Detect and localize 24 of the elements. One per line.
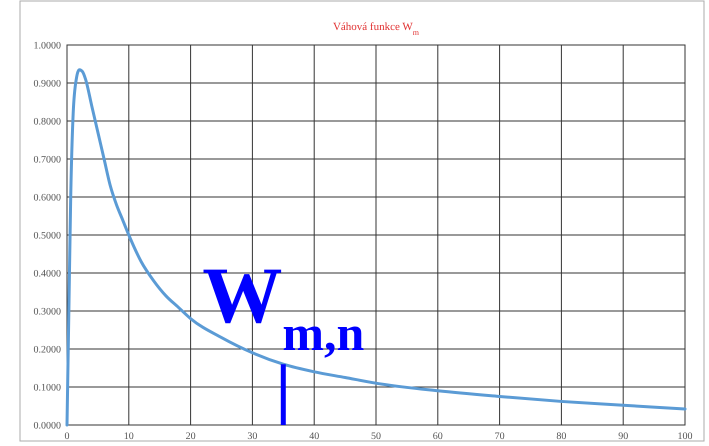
y-tick-label: 0.7000: [34, 154, 61, 166]
x-tick-label: 60: [432, 431, 443, 442]
y-tick-label: 0.9000: [34, 78, 61, 90]
y-tick-label: 0.3000: [34, 306, 61, 318]
x-tick-label: 90: [618, 431, 628, 442]
x-tick-label: 80: [556, 431, 566, 442]
y-tick-label: 1.0000: [34, 40, 61, 52]
chart-title: Váhová funkce W$_{m}$: [332, 21, 420, 36]
x-tick-label: 20: [186, 431, 196, 442]
y-tick-label: 0.1000: [34, 382, 61, 394]
y-tick-label: 0.4000: [34, 268, 61, 280]
x-tick-label: 30: [247, 431, 258, 442]
y-tick-label: 0.0000: [34, 420, 61, 432]
y-tick-label: 0.6000: [34, 192, 61, 204]
y-tick-label: 0.5000: [34, 230, 61, 242]
y-tick-label: 0.8000: [34, 116, 61, 128]
line-series: [66, 68, 686, 426]
x-tick-label: 100: [678, 431, 692, 442]
x-tick-label: 40: [309, 431, 320, 442]
x-tick-label: 0: [64, 431, 70, 442]
y-tick-label: 0.2000: [34, 344, 61, 356]
x-tick-label: 10: [124, 431, 134, 442]
x-tick-label: 70: [494, 431, 505, 442]
x-tick-label: 50: [371, 431, 381, 442]
